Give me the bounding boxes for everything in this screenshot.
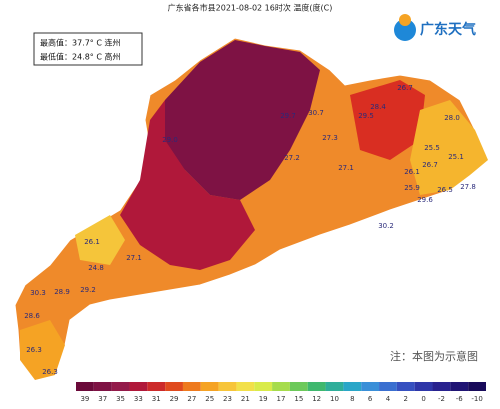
colorbar-swatch (272, 382, 290, 391)
station-value: 28.9 (54, 288, 70, 296)
station-value: 26.7 (397, 84, 413, 92)
colorbar-swatch (325, 382, 344, 391)
map-title: 广东省各市县2021-08-02 16时次 温度(度(C) (168, 3, 333, 13)
colorbar-label: -10 (471, 395, 482, 403)
station-value: 26.1 (404, 168, 420, 176)
station-value: 27.3 (322, 134, 338, 142)
colorbar-swatch (468, 382, 486, 391)
station-value: 25.1 (448, 153, 464, 161)
colorbar-swatch (379, 382, 397, 391)
station-value: 26.7 (422, 161, 438, 169)
station-value: 28.4 (370, 103, 386, 111)
station-value: 27.1 (338, 164, 354, 172)
colorbar-swatch (111, 382, 130, 391)
colorbar-label: 31 (152, 395, 161, 403)
station-value: 24.8 (88, 264, 104, 272)
station-value: 27.1 (126, 254, 142, 262)
station-value: 26.3 (26, 346, 42, 354)
colorbar-swatch (129, 382, 148, 391)
colorbar-swatch (236, 382, 255, 391)
logo-sun (399, 14, 411, 26)
colorbar-label: 15 (294, 395, 303, 403)
station-value: 27.2 (284, 154, 300, 162)
min-info: 最低值：24.8° C 高州 (40, 52, 120, 62)
station-value: 26.5 (437, 186, 453, 194)
region-hot-center (120, 100, 255, 270)
colorbar-label: 27 (187, 395, 196, 403)
colorbar-swatch (307, 382, 326, 391)
station-value: 30.7 (308, 109, 324, 117)
colorbar-swatch (343, 382, 362, 391)
colorbar-label: 33 (134, 395, 143, 403)
station-value: 30.2 (378, 222, 394, 230)
colorbar-swatch (396, 382, 415, 391)
station-value: 26.3 (42, 368, 58, 376)
colorbar-swatch (289, 382, 308, 391)
colorbar-label: 0 (421, 395, 425, 403)
colorbar-label: 37 (98, 395, 107, 403)
colorbar-swatch (414, 382, 433, 391)
colorbar-label: -6 (456, 395, 464, 403)
colorbar-label: 12 (312, 395, 321, 403)
colorbar-label: 19 (259, 395, 268, 403)
colorbar-label: 6 (368, 395, 373, 403)
region-mild-west (75, 215, 125, 265)
colorbar-label: 39 (80, 395, 89, 403)
colorbar-label: -2 (438, 395, 445, 403)
colorbar-label: 35 (116, 395, 125, 403)
station-value: 29.6 (417, 196, 433, 204)
colorbar-swatch (165, 382, 183, 391)
station-value: 29.7 (280, 112, 296, 120)
colorbar-swatch (200, 382, 219, 391)
logo-icon (394, 19, 416, 41)
colorbar-swatch (218, 382, 237, 391)
colorbar-swatch (361, 382, 380, 391)
region-mild-east (410, 100, 488, 195)
colorbar-label: 17 (277, 395, 286, 403)
colorbar-swatch (147, 382, 166, 391)
colorbar-label: 2 (404, 395, 408, 403)
station-value: 29.2 (80, 286, 96, 294)
colorbar-swatch (254, 382, 273, 391)
colorbar-swatch (450, 382, 469, 391)
colorbar-swatch (432, 382, 451, 391)
colorbar-label: 21 (241, 395, 250, 403)
station-value: 28.6 (24, 312, 40, 320)
station-value: 29.0 (162, 136, 178, 144)
region-hottest-north (165, 40, 320, 200)
colorbar-label: 4 (386, 395, 391, 403)
colorbar-label: 25 (205, 395, 214, 403)
note: 注：本图为示意图 (390, 349, 478, 363)
colorbar-label: 10 (330, 395, 339, 403)
station-value: 25.5 (424, 144, 440, 152)
colorbar-swatch (93, 382, 112, 391)
station-value: 25.9 (404, 184, 420, 192)
region-peninsula (20, 320, 65, 380)
station-value: 30.3 (30, 289, 46, 297)
region-hot-east (350, 80, 425, 160)
max-info: 最高值：37.7° C 连州 (40, 38, 120, 48)
colorbar-swatch (76, 382, 94, 391)
station-value: 26.1 (84, 238, 100, 246)
logo-text: 广东天气 (420, 21, 476, 38)
station-value: 29.5 (358, 112, 374, 120)
station-value: 27.8 (460, 183, 476, 191)
colorbar-label: 23 (223, 395, 232, 403)
colorbar-swatch (182, 382, 201, 391)
info-box (33, 32, 143, 66)
station-value: 28.0 (444, 114, 460, 122)
colorbar-label: 8 (350, 395, 354, 403)
colorbar-label: 29 (170, 395, 179, 403)
